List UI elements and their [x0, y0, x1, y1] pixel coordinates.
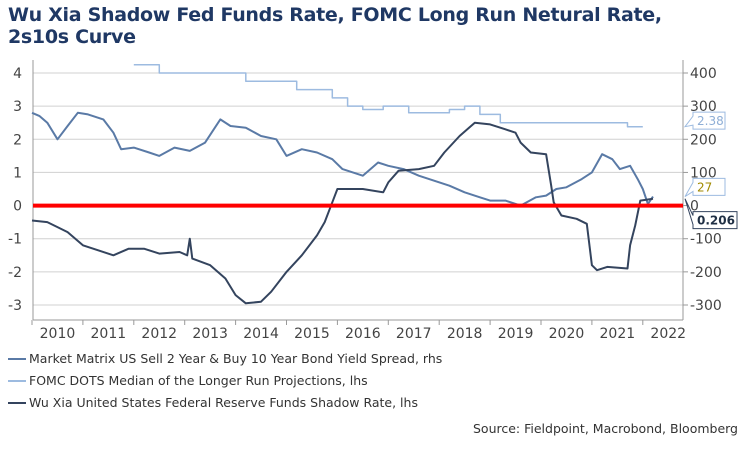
legend-item-spread: Market Matrix US Sell 2 Year & Buy 10 Ye…	[8, 351, 442, 366]
y-tick-left: 3	[13, 99, 22, 115]
series-line-1	[133, 63, 643, 128]
y-tick-left: -2	[8, 265, 22, 281]
legend-item-fomc: FOMC DOTS Median of the Longer Run Proje…	[8, 373, 368, 388]
x-tick-label: 2018	[447, 326, 483, 342]
legend-label: FOMC DOTS Median of the Longer Run Proje…	[29, 373, 368, 388]
value-callout	[683, 111, 726, 130]
value-callout	[684, 177, 726, 198]
legend-label: Wu Xia United States Federal Reserve Fun…	[29, 395, 418, 410]
y-tick-right: -100	[690, 232, 722, 248]
y-tick-left: 0	[13, 199, 22, 215]
x-tick-label: 2022	[650, 326, 686, 342]
y-tick-left: -3	[8, 298, 22, 314]
last-value-label: 2.38	[697, 114, 724, 128]
legend-item-shadow: Wu Xia United States Federal Reserve Fun…	[8, 395, 418, 410]
last-value-label: 0.206	[697, 214, 735, 228]
source-note: Source: Fieldpoint, Macrobond, Bloomberg	[472, 421, 738, 436]
x-tick-label: 2010	[40, 326, 76, 342]
x-tick-label: 2021	[600, 326, 636, 342]
y-tick-left: -1	[8, 232, 22, 248]
legend-label: Market Matrix US Sell 2 Year & Buy 10 Ye…	[29, 351, 443, 366]
legend-swatch	[8, 357, 26, 360]
x-tick-label: 2015	[294, 326, 330, 342]
y-tick-left: 1	[13, 165, 22, 181]
y-tick-right: 300	[690, 99, 717, 115]
x-tick-label: 2012	[141, 326, 177, 342]
y-tick-right: -300	[690, 298, 722, 314]
chart-title: Wu Xia Shadow Fed Funds Rate, FOMC Long …	[8, 4, 662, 48]
legend-swatch	[8, 401, 26, 404]
x-tick-label: 2017	[396, 326, 432, 342]
x-tick-label: 2011	[91, 326, 127, 342]
x-tick-label: 2013	[192, 326, 228, 342]
y-tick-right: 200	[690, 132, 717, 148]
value-callout	[684, 198, 738, 230]
last-value-label: 27	[697, 180, 712, 194]
y-tick-right: 100	[690, 165, 717, 181]
y-tick-right: 0	[690, 199, 699, 215]
series-line-0	[31, 111, 654, 207]
y-tick-right: 400	[690, 66, 717, 82]
x-tick-label: 2016	[345, 326, 381, 342]
legend-swatch	[8, 379, 26, 382]
series-line-2	[31, 121, 654, 305]
x-tick-label: 2014	[243, 326, 279, 342]
y-tick-right: -200	[690, 265, 722, 281]
y-tick-left: 4	[13, 66, 22, 82]
x-tick-label: 2019	[498, 326, 534, 342]
y-tick-left: 2	[13, 132, 22, 148]
x-tick-label: 2020	[549, 326, 585, 342]
